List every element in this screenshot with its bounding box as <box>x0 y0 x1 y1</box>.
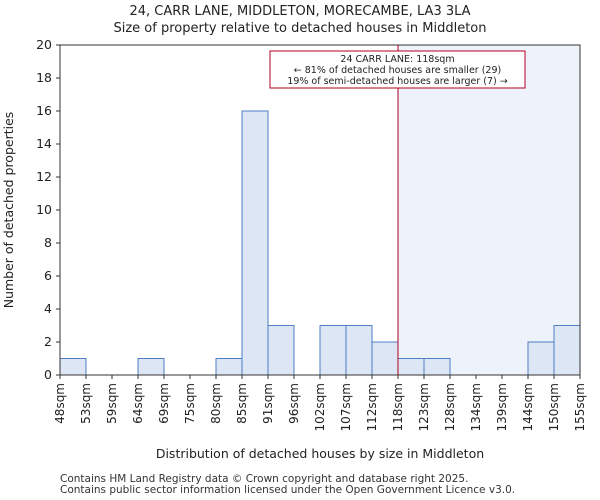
y-axis-label: Number of detached properties <box>1 112 16 309</box>
bar <box>345 325 373 376</box>
bar <box>215 358 243 376</box>
y-tick-label: 2 <box>44 334 52 349</box>
x-tick-label: 96sqm <box>287 383 301 424</box>
x-tick-label: 53sqm <box>79 383 93 424</box>
x-tick-label: 107sqm <box>339 383 353 431</box>
bar <box>527 341 555 376</box>
footer-copyright: Contains HM Land Registry data © Crown c… <box>60 473 469 485</box>
x-tick-label: 118sqm <box>391 383 405 431</box>
x-tick-label: 150sqm <box>547 383 561 431</box>
x-tick-label: 102sqm <box>313 383 327 431</box>
x-tick-label: 80sqm <box>209 383 223 424</box>
x-tick-label: 75sqm <box>183 383 197 424</box>
annotation-line: 24 CARR LANE: 118sqm <box>340 54 454 65</box>
bar <box>371 341 399 376</box>
chart-title: 24, CARR LANE, MIDDLETON, MORECAMBE, LA3… <box>129 4 471 19</box>
x-tick-label: 112sqm <box>365 383 379 431</box>
y-tick-label: 16 <box>36 103 52 118</box>
bar <box>319 325 347 376</box>
bar <box>267 325 295 376</box>
annotation-line: ← 81% of detached houses are smaller (29… <box>294 65 501 76</box>
highlight-region <box>398 45 580 375</box>
annotation-line: 19% of semi-detached houses are larger (… <box>287 76 507 87</box>
x-tick-label: 69sqm <box>157 383 171 424</box>
x-tick-label: 85sqm <box>235 383 249 424</box>
y-tick-label: 0 <box>44 367 52 382</box>
x-tick-label: 134sqm <box>469 383 483 431</box>
x-tick-label: 91sqm <box>261 383 275 424</box>
bar <box>241 110 269 376</box>
x-axis-label: Distribution of detached houses by size … <box>156 446 484 461</box>
y-tick-label: 10 <box>36 202 52 217</box>
y-tick-label: 18 <box>36 70 52 85</box>
x-tick-label: 64sqm <box>131 383 145 424</box>
y-tick-label: 8 <box>44 235 52 250</box>
y-tick-label: 12 <box>36 169 52 184</box>
bar <box>423 358 451 376</box>
footer-licence: Contains public sector information licen… <box>60 484 516 496</box>
y-tick-label: 4 <box>44 301 52 316</box>
x-tick-label: 144sqm <box>521 383 535 431</box>
bar <box>137 358 165 376</box>
x-tick-label: 128sqm <box>443 383 457 431</box>
annotation-box <box>269 50 526 89</box>
x-tick-label: 139sqm <box>495 383 509 431</box>
x-tick-label: 155sqm <box>573 383 587 431</box>
y-tick-label: 6 <box>44 268 52 283</box>
y-tick-label: 20 <box>36 37 52 52</box>
chart-subtitle: Size of property relative to detached ho… <box>113 21 487 36</box>
x-tick-label: 59sqm <box>105 383 119 424</box>
bar <box>397 358 425 376</box>
y-tick-label: 14 <box>36 136 52 151</box>
bar <box>59 358 87 376</box>
bar <box>553 325 581 376</box>
x-tick-label: 123sqm <box>417 383 431 431</box>
histogram-chart: 0 2 4 6 8 10 12 14 16 18 20 48sqm 53sqm 59sqm 64sqm 69s… <box>1 37 587 461</box>
x-tick-label: 48sqm <box>53 383 67 424</box>
